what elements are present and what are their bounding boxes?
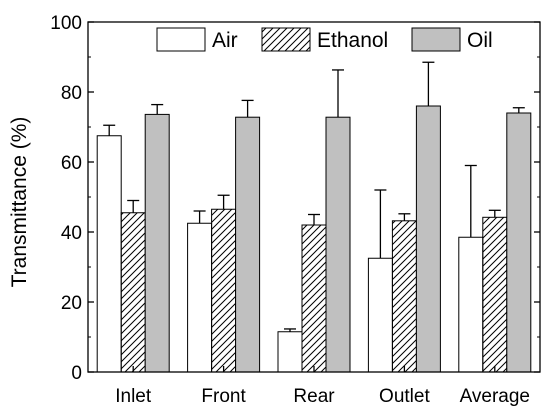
plot-area [87,21,541,373]
bar-air [458,236,484,373]
x-tick-label: Front [201,386,246,407]
bar-air [187,222,213,373]
legend-label-ethanol: Ethanol [317,29,388,52]
bar-ethanol [301,224,327,373]
bar-air [96,135,122,373]
bar-air [367,257,393,373]
bar-ethanol [120,212,146,373]
x-tick-label: Rear [293,386,335,407]
y-tick-label: 0 [71,363,82,384]
legend-label-oil: Oil [467,29,493,52]
legend-swatch-ethanol [261,27,311,52]
bar-oil [506,112,532,373]
bar-ethanol [211,208,237,373]
legend: Air Ethanol Oil [156,27,493,52]
y-tick-label: 40 [61,223,82,244]
y-tick-label: 60 [61,153,82,174]
x-tick-label: Average [460,386,530,407]
legend-label-air: Air [212,29,238,52]
bar-ethanol [391,220,417,373]
legend-swatch-oil [411,27,461,52]
x-axis: Inlet Front Rear Outlet Average [115,366,530,407]
y-tick-label: 20 [61,293,82,314]
bar-oil [415,105,441,373]
legend-swatch-air [156,27,206,52]
x-tick-label: Outlet [379,386,430,407]
y-tick-label: 80 [61,83,82,104]
bar-oil [235,116,261,373]
y-tick-label: 100 [50,13,82,34]
bar-ethanol [482,216,508,373]
bar-air [277,331,303,373]
y-axis-title: Transmittance (%) [8,117,31,288]
y-axis: 0 20 40 60 80 100 [50,13,540,384]
bar-oil [325,116,351,373]
bar-oil [144,113,170,373]
x-tick-label: Inlet [115,386,152,407]
